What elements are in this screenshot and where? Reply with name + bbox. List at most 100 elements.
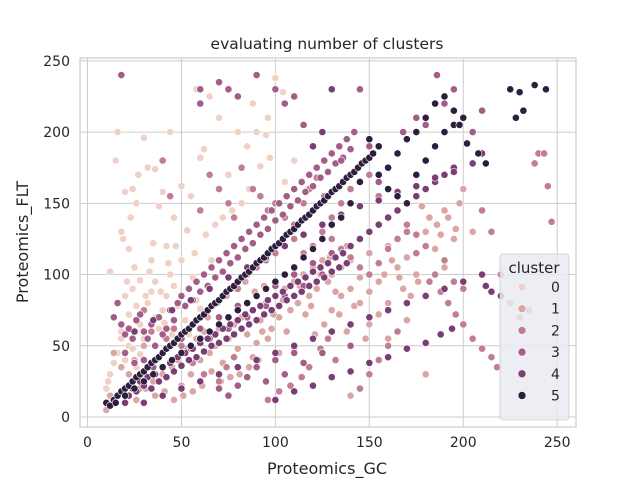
data-point-cluster-0 [183, 226, 191, 235]
data-point-cluster-1 [207, 367, 216, 376]
data-point-cluster-2 [403, 227, 411, 236]
data-point-cluster-5 [243, 299, 252, 307]
data-point-cluster-5 [440, 128, 449, 136]
data-point-cluster-0 [158, 188, 167, 196]
data-point-cluster-1 [418, 202, 426, 211]
data-point-cluster-4 [318, 220, 327, 229]
data-point-cluster-4 [346, 242, 355, 250]
data-point-cluster-3 [294, 196, 302, 205]
data-point-cluster-0 [121, 356, 129, 364]
data-point-cluster-2 [374, 356, 383, 364]
data-point-cluster-2 [431, 270, 439, 279]
data-point-cluster-1 [235, 370, 244, 379]
data-point-cluster-4 [487, 287, 496, 296]
data-point-cluster-2 [230, 353, 238, 362]
data-point-cluster-4 [286, 282, 295, 290]
data-point-cluster-4 [309, 334, 317, 343]
data-point-cluster-0 [201, 230, 210, 239]
data-points [102, 71, 556, 414]
data-point-cluster-4 [290, 387, 299, 396]
data-point-cluster-3 [196, 99, 205, 108]
data-point-cluster-3 [177, 292, 186, 300]
data-point-cluster-4 [393, 206, 402, 215]
x-axis-label: Proteomics_GC [267, 459, 387, 479]
data-point-cluster-4 [478, 270, 486, 279]
data-point-cluster-3 [256, 230, 265, 239]
data-point-cluster-5 [139, 377, 148, 386]
data-point-cluster-5 [262, 284, 270, 293]
data-point-cluster-0 [113, 128, 122, 136]
data-point-cluster-3 [279, 210, 287, 219]
data-point-cluster-2 [177, 341, 186, 350]
data-point-cluster-5 [365, 135, 374, 144]
data-point-cluster-5 [403, 135, 411, 144]
data-point-cluster-3 [335, 142, 344, 151]
data-point-cluster-0 [158, 306, 167, 315]
data-point-cluster-2 [384, 245, 393, 253]
data-point-cluster-4 [252, 316, 261, 325]
data-point-cluster-0 [196, 304, 205, 313]
data-point-cluster-4 [215, 339, 223, 347]
data-point-cluster-3 [113, 299, 122, 307]
data-point-cluster-3 [226, 259, 235, 268]
data-point-cluster-5 [403, 199, 411, 208]
data-point-cluster-4 [335, 263, 344, 272]
data-point-cluster-4 [297, 287, 306, 296]
data-point-cluster-5 [412, 128, 421, 136]
data-point-cluster-1 [327, 306, 336, 315]
data-point-cluster-0 [106, 370, 114, 379]
x-tick-label: 250 [544, 435, 571, 451]
data-point-cluster-3 [275, 199, 284, 208]
data-point-cluster-2 [297, 373, 306, 382]
data-point-cluster-5 [374, 142, 383, 151]
data-point-cluster-3 [309, 182, 317, 191]
legend-label: 4 [551, 367, 560, 383]
data-point-cluster-1 [301, 310, 310, 319]
data-point-cluster-3 [320, 156, 329, 165]
data-point-cluster-0 [237, 199, 246, 208]
data-point-cluster-3 [136, 310, 145, 319]
data-point-cluster-2 [346, 253, 355, 262]
legend-label: 0 [551, 280, 560, 296]
y-tick-label: 100 [43, 268, 70, 284]
data-point-cluster-1 [132, 396, 141, 404]
data-point-cluster-4 [339, 249, 347, 258]
data-point-cluster-1 [414, 277, 423, 286]
data-point-cluster-2 [487, 227, 496, 236]
data-point-cluster-3 [230, 242, 238, 250]
data-point-cluster-1 [233, 344, 242, 353]
data-point-cluster-3 [468, 128, 477, 136]
data-point-cluster-3 [117, 71, 126, 79]
data-point-cluster-4 [230, 330, 238, 339]
data-point-cluster-3 [271, 85, 280, 94]
data-point-cluster-5 [121, 391, 129, 400]
data-point-cluster-1 [433, 220, 441, 229]
data-point-cluster-0 [190, 249, 199, 258]
data-point-cluster-4 [412, 182, 421, 191]
data-point-cluster-4 [440, 284, 449, 293]
data-point-cluster-2 [305, 363, 314, 372]
data-point-cluster-0 [128, 284, 137, 293]
data-point-cluster-0 [136, 350, 145, 359]
data-point-cluster-1 [320, 320, 329, 329]
data-point-cluster-4 [271, 349, 280, 357]
data-point-cluster-2 [215, 377, 223, 386]
data-point-cluster-1 [403, 316, 411, 325]
data-point-cluster-5 [431, 99, 439, 108]
data-point-cluster-2 [170, 324, 178, 333]
data-point-cluster-1 [337, 292, 346, 300]
data-point-cluster-4 [196, 377, 205, 386]
data-point-cluster-5 [369, 149, 377, 158]
data-point-cluster-0 [181, 316, 190, 325]
data-point-cluster-3 [290, 185, 299, 193]
data-point-cluster-3 [162, 324, 171, 333]
data-point-cluster-3 [248, 239, 257, 248]
data-point-cluster-4 [356, 202, 364, 211]
data-point-cluster-4 [177, 361, 186, 370]
data-point-cluster-0 [224, 170, 233, 179]
data-point-cluster-4 [279, 287, 287, 296]
data-point-cluster-2 [327, 235, 336, 243]
data-point-cluster-0 [228, 206, 237, 215]
data-point-cluster-1 [449, 235, 458, 243]
